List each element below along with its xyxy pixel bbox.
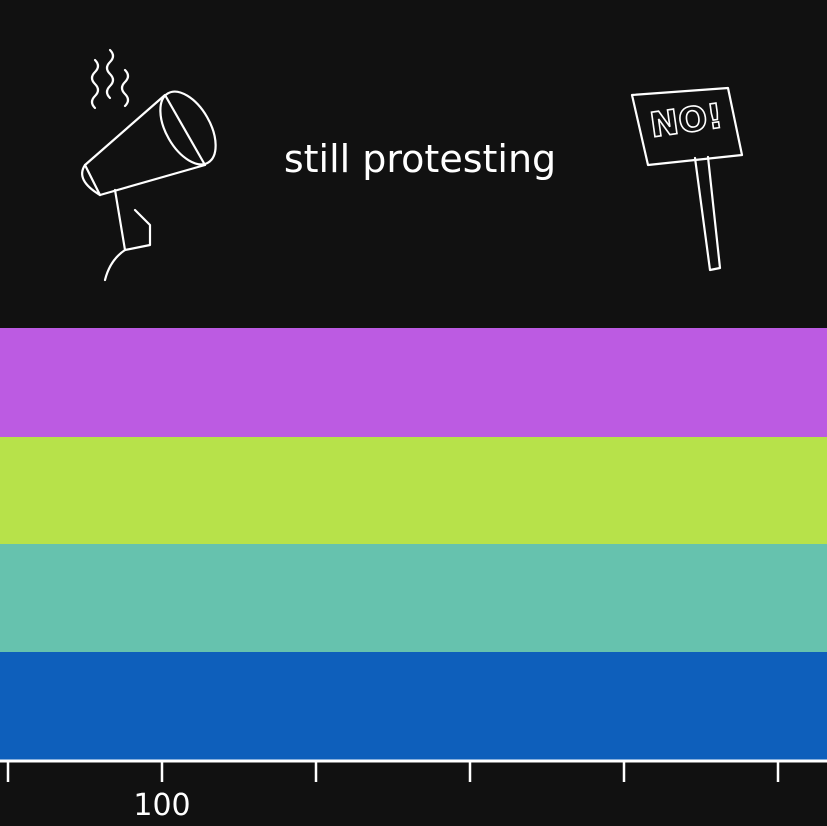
axis-label: 100 bbox=[133, 788, 190, 823]
axis-ticks bbox=[6, 761, 780, 782]
megaphone-icon bbox=[81, 48, 217, 282]
stripe-purple bbox=[0, 328, 827, 437]
sign-icon bbox=[630, 86, 744, 272]
stripe-lime bbox=[0, 437, 827, 544]
stripe-blue bbox=[0, 652, 827, 760]
stripe-teal bbox=[0, 544, 827, 652]
caption: still protesting bbox=[284, 137, 556, 181]
